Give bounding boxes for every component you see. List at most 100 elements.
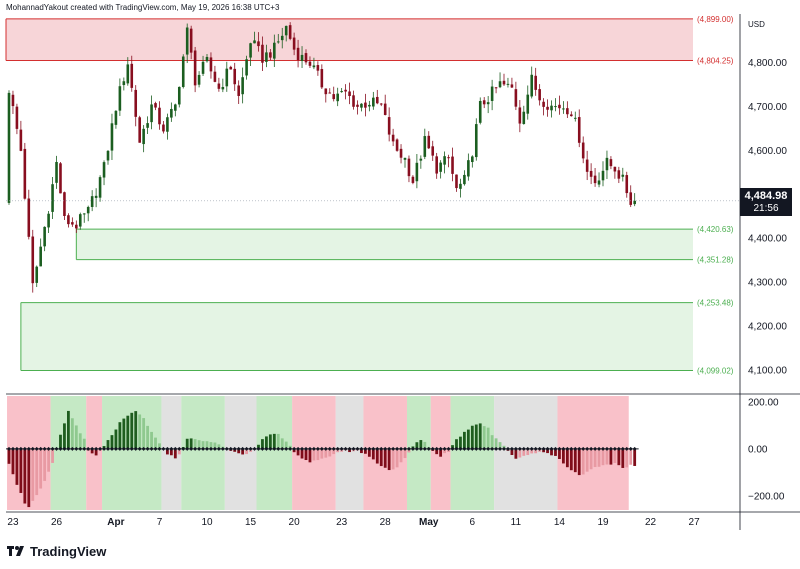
oscillator-bar bbox=[134, 411, 138, 449]
candle-up bbox=[174, 104, 177, 111]
oscillator-zero-marker bbox=[38, 446, 43, 451]
candle-down bbox=[494, 87, 498, 89]
oscillator-bar bbox=[474, 424, 478, 449]
oscillator-bar bbox=[308, 448, 312, 463]
oscillator-zero-marker bbox=[272, 446, 277, 451]
candle-up bbox=[554, 106, 557, 108]
candle-down bbox=[451, 156, 454, 174]
oscillator-bar bbox=[633, 448, 637, 466]
oscillator-zero-marker bbox=[549, 446, 554, 451]
oscillator-zero-marker bbox=[434, 446, 439, 451]
oscillator-bar bbox=[106, 440, 110, 449]
oscillator-zero-marker bbox=[565, 446, 570, 451]
oscillator-bar bbox=[498, 442, 502, 449]
oscillator-bar bbox=[261, 439, 264, 449]
candle-down bbox=[229, 66, 233, 70]
oscillator-zero-marker bbox=[466, 446, 471, 451]
oscillator-bar bbox=[51, 448, 54, 463]
oscillator-bar bbox=[629, 448, 633, 465]
oscillator-zero-marker bbox=[557, 446, 562, 451]
oscillator-bar bbox=[296, 448, 300, 456]
oscillator-zero-marker bbox=[319, 446, 324, 451]
candle-up bbox=[47, 213, 50, 228]
candle-up bbox=[550, 105, 553, 111]
oscillator-bar bbox=[455, 439, 458, 449]
oscillator-bar bbox=[19, 448, 23, 493]
oscillator-tick-label: 0.00 bbox=[748, 444, 768, 455]
regime-red bbox=[86, 396, 103, 510]
support-level-label: (4,420.63) bbox=[697, 225, 734, 234]
oscillator-zero-marker bbox=[106, 446, 110, 451]
oscillator-bar bbox=[114, 429, 118, 449]
candle-down bbox=[518, 107, 522, 124]
candle-up bbox=[253, 40, 256, 44]
oscillator-bar bbox=[201, 441, 205, 449]
candle-down bbox=[269, 52, 272, 58]
candle-down bbox=[213, 71, 217, 82]
oscillator-zero-marker bbox=[426, 446, 431, 451]
oscillator-zero-marker bbox=[34, 446, 39, 451]
candle-down bbox=[514, 89, 518, 107]
candle-down bbox=[209, 57, 213, 72]
oscillator-zero-marker bbox=[26, 446, 31, 451]
candle-up bbox=[197, 74, 201, 85]
price-tick-label: 4,200.00 bbox=[748, 322, 787, 333]
oscillator-zero-marker bbox=[161, 446, 166, 451]
oscillator-bar bbox=[27, 448, 31, 508]
oscillator-tick-label: −200.00 bbox=[748, 491, 785, 502]
oscillator-zero-marker bbox=[58, 446, 63, 451]
candle-down bbox=[629, 192, 633, 205]
oscillator-zero-marker bbox=[624, 446, 629, 451]
oscillator-zero-marker bbox=[589, 446, 594, 451]
oscillator-zero-marker bbox=[521, 446, 526, 451]
oscillator-zero-marker bbox=[296, 446, 301, 451]
oscillator-zero-marker bbox=[573, 446, 578, 451]
oscillator-zero-marker bbox=[224, 446, 229, 451]
oscillator-bar bbox=[328, 448, 332, 457]
oscillator-zero-marker bbox=[363, 446, 368, 451]
oscillator-bar bbox=[43, 448, 47, 481]
candle-down bbox=[261, 44, 264, 63]
oscillator-bar bbox=[280, 438, 284, 449]
oscillator-zero-marker bbox=[494, 446, 499, 451]
oscillator-zero-marker bbox=[620, 446, 625, 451]
candle-down bbox=[534, 75, 537, 90]
oscillator-zero-marker bbox=[395, 446, 400, 451]
candle-down bbox=[11, 94, 15, 107]
candle-up bbox=[498, 81, 502, 88]
oscillator-bar bbox=[554, 448, 557, 456]
candle-up bbox=[403, 157, 407, 160]
oscillator-bar bbox=[265, 436, 268, 449]
oscillator-zero-marker bbox=[185, 446, 190, 451]
oscillator-zero-marker bbox=[545, 446, 550, 451]
oscillator-zero-marker bbox=[541, 446, 546, 451]
oscillator-zero-marker bbox=[113, 446, 118, 451]
candle-up bbox=[478, 100, 482, 123]
oscillator-bar bbox=[138, 414, 142, 449]
oscillator-bar bbox=[193, 439, 197, 449]
candle-up bbox=[459, 183, 462, 189]
oscillator-zero-marker bbox=[414, 446, 419, 451]
oscillator-zero-marker bbox=[94, 446, 99, 451]
oscillator-zero-marker bbox=[10, 446, 15, 451]
oscillator-zero-marker bbox=[391, 446, 396, 451]
candle-up bbox=[106, 150, 110, 161]
oscillator-zero-marker bbox=[403, 446, 407, 451]
oscillator-zero-marker bbox=[260, 446, 265, 451]
price-tick-label: 4,300.00 bbox=[748, 278, 787, 289]
candle-down bbox=[130, 63, 134, 88]
oscillator-bar bbox=[609, 448, 613, 465]
candle-down bbox=[344, 89, 347, 92]
regime-green bbox=[256, 396, 293, 510]
oscillator-zero-marker bbox=[149, 446, 154, 451]
oscillator-zero-marker bbox=[561, 446, 566, 451]
oscillator-bar bbox=[166, 448, 169, 455]
oscillator-zero-marker bbox=[102, 446, 107, 451]
oscillator-bar bbox=[530, 448, 534, 454]
candle-up bbox=[336, 93, 339, 102]
candle-up bbox=[114, 110, 118, 125]
candle-down bbox=[435, 156, 438, 174]
tradingview-branding[interactable]: TradingView bbox=[6, 542, 106, 560]
candle-down bbox=[304, 53, 308, 63]
